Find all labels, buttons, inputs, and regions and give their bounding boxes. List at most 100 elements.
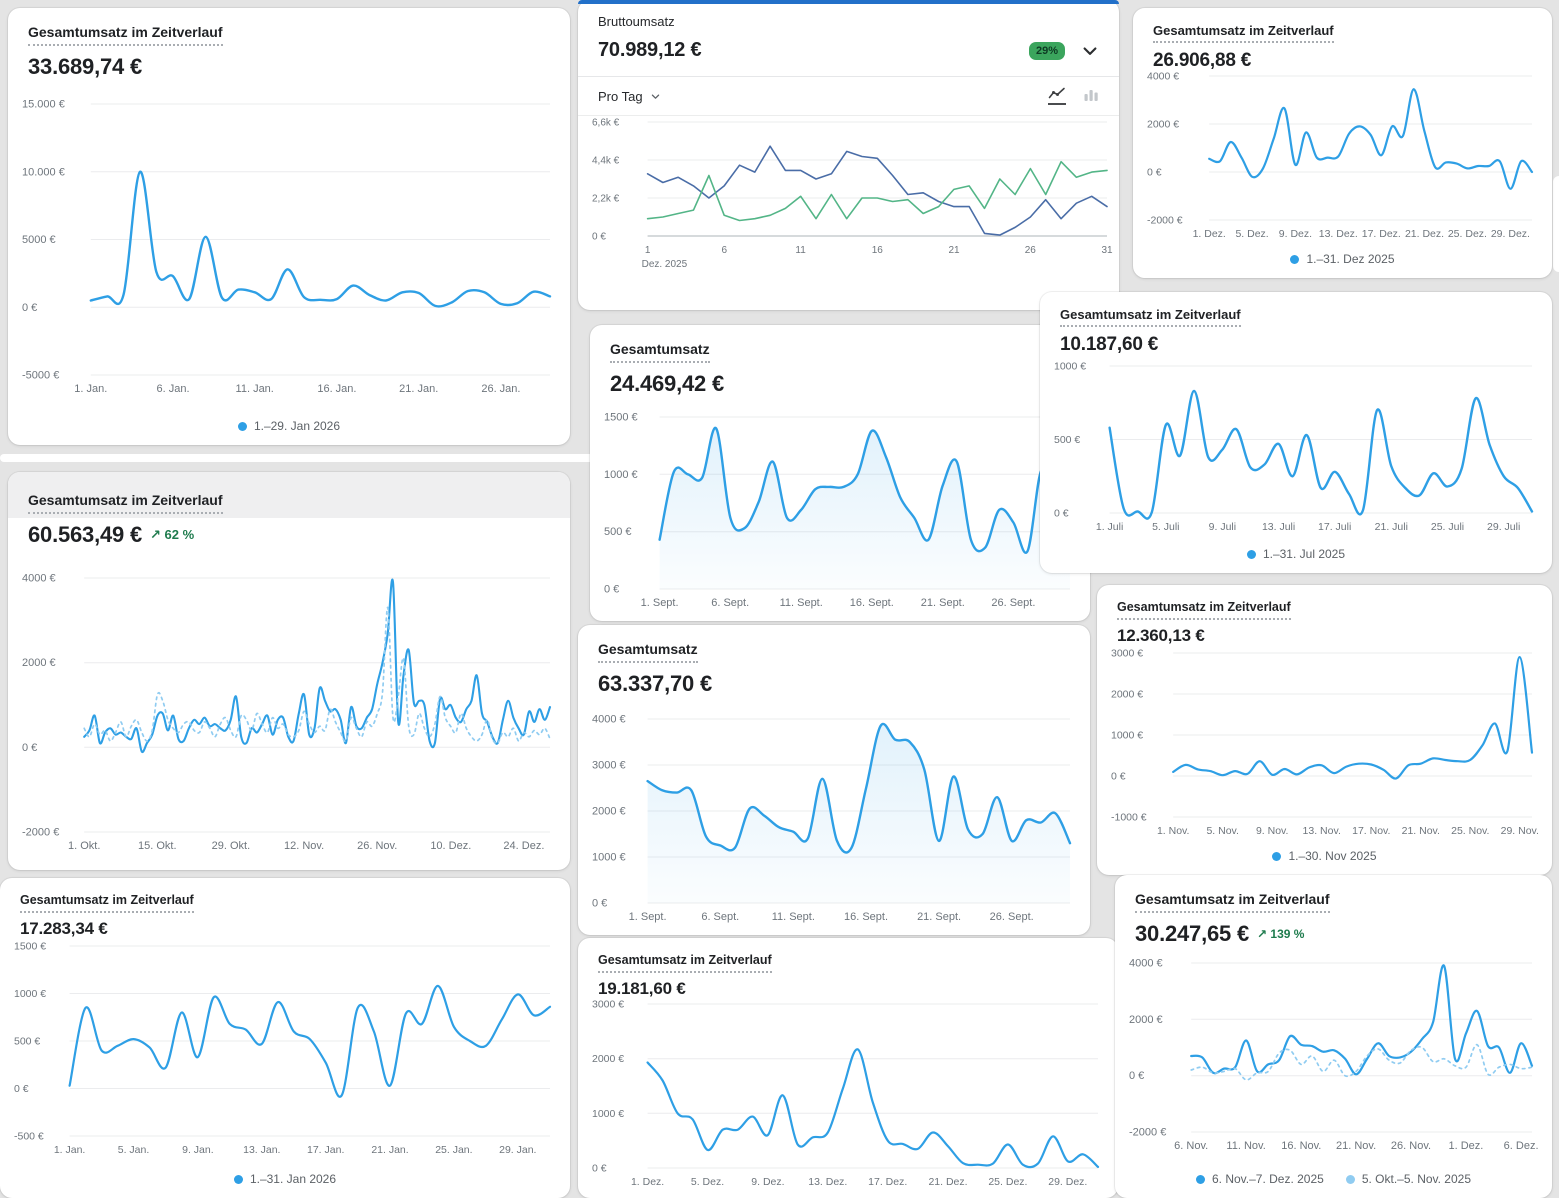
legend-label: 1.–30. Nov 2025 <box>1288 849 1377 863</box>
offscreen-card-edge <box>1553 176 1559 272</box>
chevron-down-icon <box>651 94 659 99</box>
svg-text:21. Nov.: 21. Nov. <box>1402 825 1440 837</box>
metric-card-gross-sales[interactable]: Bruttoumsatz 70.989,12 € 29% Pro Tag 6,6… <box>578 0 1119 310</box>
svg-text:21. Juli: 21. Juli <box>1375 521 1408 533</box>
svg-text:13. Juli: 13. Juli <box>1262 521 1295 533</box>
svg-text:17. Jan.: 17. Jan. <box>307 1144 344 1156</box>
svg-text:15. Okt.: 15. Okt. <box>138 840 177 852</box>
svg-text:9. Dez.: 9. Dez. <box>751 1176 784 1188</box>
svg-text:6. Nov.: 6. Nov. <box>1174 1140 1208 1152</box>
metric-card-total-sales-jan2026: Gesamtumsatz im Zeitverlauf 33.689,74 € … <box>8 8 570 445</box>
svg-text:25. Dez.: 25. Dez. <box>988 1176 1027 1188</box>
svg-text:21. Jan.: 21. Jan. <box>399 383 438 395</box>
svg-text:9. Dez.: 9. Dez. <box>1279 228 1312 240</box>
svg-text:5. Juli: 5. Juli <box>1152 521 1179 533</box>
revenue-line-chart: 3000 € 2000 € 1000 € 0 € -1000 € 1. Nov. 5. No… <box>1097 645 1552 839</box>
svg-text:0 €: 0 € <box>22 302 37 314</box>
svg-text:4000 €: 4000 € <box>1147 71 1179 83</box>
svg-text:1. Dez.: 1. Dez. <box>1448 1140 1483 1152</box>
revenue-comparison-chart: 4000 € 2000 € 0 € -2000 € 6. Nov. 11. Nov. 16.… <box>1115 955 1552 1154</box>
card-title[interactable]: Gesamtumsatz im Zeitverlauf <box>28 492 223 514</box>
card-title[interactable]: Gesamtumsatz im Zeitverlauf <box>28 24 223 46</box>
svg-text:11. Sept.: 11. Sept. <box>772 911 815 923</box>
card-title[interactable]: Gesamtumsatz im Zeitverlauf <box>1117 600 1291 620</box>
metric-card-total-sales-jul2025: Gesamtumsatz im Zeitverlauf 10.187,60 € … <box>1040 292 1552 573</box>
svg-text:17. Juli: 17. Juli <box>1318 521 1351 533</box>
card-value: 10.187,60 € <box>1060 334 1159 356</box>
card-value: 60.563,49 € <box>28 521 143 547</box>
card-title: Bruttoumsatz <box>598 14 675 29</box>
metric-card-total-sales-jan2026-2: Gesamtumsatz im Zeitverlauf 17.283,34 € … <box>0 878 570 1198</box>
svg-text:1. Jan.: 1. Jan. <box>74 383 107 395</box>
chart-toolbar: Pro Tag <box>578 77 1119 116</box>
svg-text:4000 €: 4000 € <box>22 573 56 585</box>
svg-text:13. Jan.: 13. Jan. <box>243 1144 280 1156</box>
svg-text:Dez. 2025: Dez. 2025 <box>642 259 688 270</box>
svg-text:25. Dez.: 25. Dez. <box>1448 228 1487 240</box>
svg-text:29. Juli: 29. Juli <box>1487 521 1520 533</box>
metric-card-total-sales-sep: Gesamtumsatz 24.469,42 € 1500 € 1000 € 500… <box>590 325 1090 621</box>
revenue-area-chart: 4000 € 3000 € 2000 € 1000 € 0 € 1. Sept. 6. Se… <box>578 711 1090 925</box>
svg-text:1000 €: 1000 € <box>14 988 46 1000</box>
card-title[interactable]: Gesamtumsatz im Zeitverlauf <box>598 953 772 973</box>
svg-text:1000 €: 1000 € <box>592 1108 624 1120</box>
svg-text:15.000 €: 15.000 € <box>22 99 65 111</box>
legend-dot-icon <box>1345 1174 1355 1184</box>
svg-text:29. Nov.: 29. Nov. <box>1501 825 1539 837</box>
metric-card-total-sales-dez2025-2: Gesamtumsatz im Zeitverlauf 19.181,60 € … <box>578 938 1118 1198</box>
metric-card-total-sales-nov-dez: Gesamtumsatz im Zeitverlauf 30.247,65 € … <box>1115 875 1552 1198</box>
svg-text:0 €: 0 € <box>1147 167 1162 179</box>
chart-legend: 1.–31. Jul 2025 <box>1040 547 1552 561</box>
svg-text:2,2k €: 2,2k € <box>592 194 620 205</box>
svg-text:1. Dez.: 1. Dez. <box>631 1176 664 1188</box>
svg-text:4,4k €: 4,4k € <box>592 156 620 167</box>
legend-dot-icon <box>237 421 247 431</box>
svg-text:16. Nov.: 16. Nov. <box>1281 1140 1321 1152</box>
svg-text:10. Dez.: 10. Dez. <box>430 840 471 852</box>
bar-chart-toggle-icon[interactable] <box>1084 88 1099 104</box>
chart-legend: 6. Nov.–7. Dez. 2025 5. Okt.–5. Nov. 202… <box>1115 1172 1552 1186</box>
svg-text:3000 €: 3000 € <box>592 999 624 1011</box>
svg-text:9. Juli: 9. Juli <box>1209 521 1236 533</box>
card-value: 12.360,13 € <box>1117 625 1205 645</box>
card-title[interactable]: Gesamtumsatz im Zeitverlauf <box>1060 307 1241 328</box>
svg-text:25. Jan.: 25. Jan. <box>435 1144 472 1156</box>
svg-text:29. Dez.: 29. Dez. <box>1048 1176 1087 1188</box>
svg-text:500 €: 500 € <box>604 526 632 538</box>
card-title[interactable]: Gesamtumsatz im Zeitverlauf <box>20 893 194 913</box>
svg-text:5. Dez.: 5. Dez. <box>691 1176 724 1188</box>
svg-text:5. Nov.: 5. Nov. <box>1206 825 1238 837</box>
svg-text:1. Dez.: 1. Dez. <box>1193 228 1226 240</box>
svg-text:9. Jan.: 9. Jan. <box>182 1144 214 1156</box>
svg-text:500 €: 500 € <box>1054 434 1080 446</box>
svg-text:1000 €: 1000 € <box>1054 361 1086 373</box>
svg-text:6. Dez.: 6. Dez. <box>1504 1140 1539 1152</box>
svg-text:17. Dez.: 17. Dez. <box>1362 228 1401 240</box>
legend-label: 6. Nov.–7. Dez. 2025 <box>1211 1172 1324 1186</box>
chevron-down-icon[interactable] <box>1081 42 1099 60</box>
card-value: 19.181,60 € <box>598 978 686 998</box>
svg-text:21. Sept.: 21. Sept. <box>917 911 961 923</box>
svg-text:1. Jan.: 1. Jan. <box>54 1144 86 1156</box>
svg-text:3000 €: 3000 € <box>1111 648 1143 660</box>
svg-text:16. Sept.: 16. Sept. <box>850 597 894 609</box>
legend-label: 5. Okt.–5. Nov. 2025 <box>1361 1172 1471 1186</box>
card-title[interactable]: Gesamtumsatz im Zeitverlauf <box>1153 23 1334 44</box>
selected-indicator-bar <box>578 0 1119 4</box>
svg-text:0 €: 0 € <box>592 1163 607 1175</box>
svg-text:13. Dez.: 13. Dez. <box>808 1176 847 1188</box>
svg-text:1500 €: 1500 € <box>604 412 638 424</box>
svg-text:26. Jan.: 26. Jan. <box>481 383 520 395</box>
svg-text:-500 €: -500 € <box>14 1131 44 1143</box>
svg-text:11. Nov.: 11. Nov. <box>1226 1140 1265 1152</box>
svg-text:-5000 €: -5000 € <box>22 370 59 382</box>
svg-text:21. Dez.: 21. Dez. <box>1405 228 1444 240</box>
svg-text:0 €: 0 € <box>22 742 37 754</box>
legend-item: 1.–31. Jul 2025 <box>1246 547 1345 561</box>
granularity-select[interactable]: Pro Tag <box>598 89 661 104</box>
card-title[interactable]: Gesamtumsatz <box>610 341 710 363</box>
card-title[interactable]: Gesamtumsatz im Zeitverlauf <box>1135 891 1330 913</box>
line-chart-toggle-icon[interactable] <box>1048 87 1066 105</box>
card-title[interactable]: Gesamtumsatz <box>598 641 698 663</box>
svg-text:12. Nov.: 12. Nov. <box>284 840 324 852</box>
